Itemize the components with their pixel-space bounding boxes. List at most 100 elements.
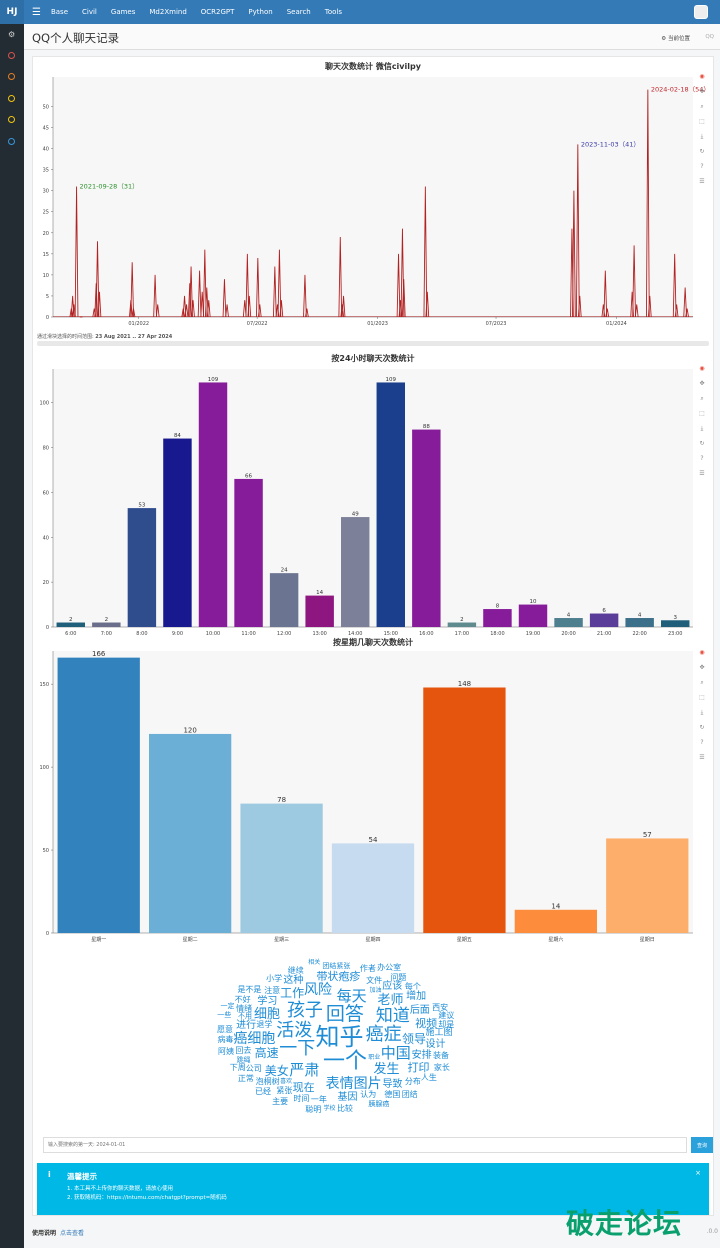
bar-value-label: 10 bbox=[530, 599, 537, 605]
word-cloud-word: 团结紧张 bbox=[322, 961, 351, 970]
reset-icon[interactable]: ↻ bbox=[699, 724, 705, 731]
select-icon[interactable]: ⬚ bbox=[699, 694, 705, 701]
rainbow-icon[interactable]: ◉ bbox=[699, 73, 705, 80]
reset-icon[interactable]: ↻ bbox=[699, 440, 705, 447]
word-cloud-word: 进行 bbox=[236, 1020, 257, 1032]
timeline-chart[interactable]: 0 5 10 15 20 25 30 35 40 45 50 01/2022 07/2022 01/202… bbox=[33, 71, 715, 333]
avatar[interactable] bbox=[694, 5, 708, 19]
menu-icon[interactable]: ☰ bbox=[32, 6, 41, 18]
rainbow-icon[interactable]: ◉ bbox=[699, 649, 705, 656]
nav-python[interactable]: Python bbox=[248, 8, 273, 16]
move-icon[interactable]: ✥ bbox=[699, 380, 705, 387]
bar-value-label: 88 bbox=[423, 424, 430, 430]
save-icon[interactable]: ⤓ bbox=[700, 709, 704, 716]
x-tick-label: 01/2024 bbox=[606, 321, 627, 327]
zoom-icon[interactable]: ⌕ bbox=[700, 395, 704, 402]
bar bbox=[412, 429, 441, 627]
word-cloud-word: 问题 bbox=[390, 972, 407, 982]
line-point bbox=[257, 304, 262, 318]
x-tick-label: 07/2023 bbox=[486, 321, 507, 327]
sidebar-item-3-icon[interactable] bbox=[8, 95, 15, 102]
select-icon[interactable]: ⬚ bbox=[699, 410, 705, 417]
line-point bbox=[647, 295, 652, 318]
peak-annotation: 2023-11-03（41） bbox=[581, 140, 640, 148]
version: .0.0 bbox=[706, 1228, 718, 1235]
nav-tools[interactable]: Tools bbox=[324, 8, 342, 16]
close-icon[interactable]: × bbox=[695, 1169, 701, 1177]
line-point bbox=[401, 279, 406, 318]
nav-search[interactable]: Search bbox=[286, 8, 311, 16]
zoom-icon[interactable]: ⌕ bbox=[700, 679, 704, 686]
help-icon[interactable]: ? bbox=[700, 163, 704, 170]
hover-icon[interactable]: ☰ bbox=[699, 178, 705, 185]
date-search-input[interactable] bbox=[43, 1137, 687, 1153]
nav-md2xmind[interactable]: Md2Xmind bbox=[149, 8, 187, 16]
line-point bbox=[303, 274, 307, 318]
word-cloud-word: 美女 bbox=[264, 1064, 289, 1079]
line-point bbox=[245, 253, 250, 318]
word-cloud-word: 下周 bbox=[229, 1062, 246, 1072]
hover-icon[interactable]: ☰ bbox=[699, 470, 705, 477]
help-link[interactable]: 点击查看 bbox=[60, 1230, 85, 1237]
x-tick-label: 星期一 bbox=[91, 937, 106, 943]
weekday-toolbox: ◉ ✥ ⌕ ⬚ ⤓ ↻? ☰ bbox=[695, 649, 709, 769]
move-icon[interactable]: ✥ bbox=[699, 88, 705, 95]
word-cloud-word: 施工图 bbox=[425, 1028, 453, 1039]
select-icon[interactable]: ⬚ bbox=[699, 118, 705, 125]
peak-annotation: 2024-02-18（54） bbox=[651, 86, 710, 94]
word-cloud-word: 设计 bbox=[425, 1039, 446, 1051]
nav-ocr2gpt[interactable]: OCR2GPT bbox=[200, 8, 235, 16]
top-nav: Base Civil Games Md2Xmind OCR2GPT Python… bbox=[51, 8, 356, 16]
y-tick-label: 50 bbox=[43, 104, 49, 110]
bar-value-label: 84 bbox=[174, 433, 181, 439]
save-icon[interactable]: ⤓ bbox=[700, 133, 704, 140]
line-point bbox=[197, 270, 202, 318]
bar-value-label: 24 bbox=[281, 568, 288, 574]
hover-icon[interactable]: ☰ bbox=[699, 754, 705, 761]
word-cloud-word: 职业 bbox=[368, 1054, 381, 1062]
x-tick-label: 11:00 bbox=[241, 631, 255, 637]
help-icon[interactable]: ? bbox=[700, 455, 704, 462]
bar-value-label: 4 bbox=[638, 613, 642, 619]
x-tick-label: 8:00 bbox=[136, 631, 147, 637]
timeline-toolbox: ◉ ✥ ⌕ ⬚ ⤓ ↻? ☰ bbox=[695, 73, 709, 193]
x-tick-label: 星期六 bbox=[548, 936, 563, 943]
line-point bbox=[674, 304, 679, 318]
brush-slider[interactable] bbox=[37, 341, 709, 346]
nav-civil[interactable]: Civil bbox=[82, 8, 97, 16]
word-cloud-word: 办公室 bbox=[377, 963, 402, 973]
brand-logo[interactable]: HJ bbox=[0, 0, 24, 24]
line-point bbox=[272, 266, 277, 318]
save-icon[interactable]: ⤓ bbox=[700, 425, 704, 432]
bar bbox=[92, 622, 121, 627]
weekday-chart[interactable]: 0 50 100 150 166 星期一 120 星期二 78 星期三 54 星期四 148 星期五 14 星… bbox=[33, 647, 715, 947]
nav-base[interactable]: Base bbox=[50, 8, 69, 16]
sidebar-item-1-icon[interactable] bbox=[8, 52, 15, 59]
gear-icon[interactable]: ⚙ bbox=[8, 30, 16, 39]
nav-games[interactable]: Games bbox=[110, 8, 136, 16]
bar-value-label: 4 bbox=[567, 613, 571, 619]
search-button[interactable]: 查询 bbox=[691, 1137, 713, 1153]
rainbow-icon[interactable]: ◉ bbox=[699, 365, 705, 372]
line-point bbox=[189, 266, 193, 318]
location-link[interactable]: ⚙ 当前位置 bbox=[661, 36, 690, 42]
word-cloud-word: 退学 bbox=[256, 1020, 273, 1030]
alert-item[interactable]: 2. 获取随机码：https://intumu.com/chatgpt?prom… bbox=[67, 1195, 227, 1201]
line-point bbox=[225, 304, 229, 318]
word-cloud-word: 西安 bbox=[432, 1002, 449, 1012]
reset-icon[interactable]: ↻ bbox=[699, 148, 705, 155]
sidebar-item-2-icon[interactable] bbox=[8, 73, 15, 80]
line-point bbox=[69, 308, 74, 318]
line-point bbox=[634, 304, 639, 318]
page-title: QQ个人聊天记录 bbox=[32, 31, 120, 45]
move-icon[interactable]: ✥ bbox=[699, 664, 705, 671]
sidebar-item-5-icon[interactable] bbox=[8, 138, 15, 145]
zoom-icon[interactable]: ⌕ bbox=[700, 103, 704, 110]
sidebar-item-4-icon[interactable] bbox=[8, 116, 15, 123]
y-tick-label: 20 bbox=[43, 580, 49, 586]
word-cloud-word: 建议 bbox=[438, 1011, 455, 1021]
x-tick-label: 星期五 bbox=[457, 937, 472, 943]
hourly-chart[interactable]: 02040608010026:0027:00538:00849:0010910:… bbox=[33, 363, 715, 643]
help-icon[interactable]: ? bbox=[700, 739, 704, 746]
page-header: QQ个人聊天记录 ⚙ 当前位置 QQ bbox=[24, 24, 720, 50]
